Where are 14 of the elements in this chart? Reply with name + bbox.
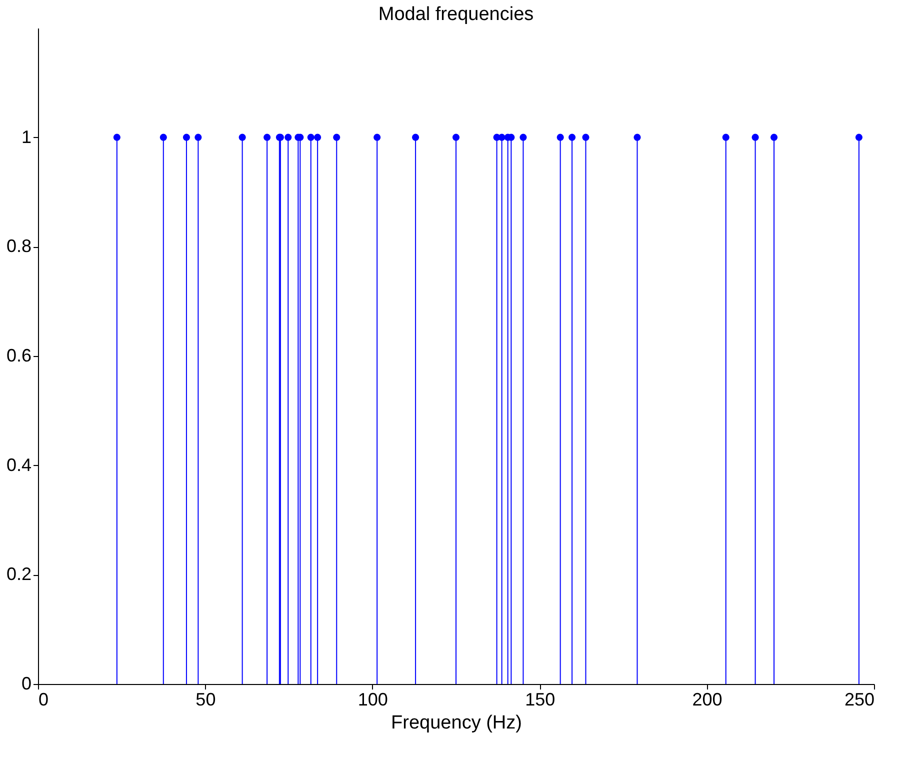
x-tick-label: 150 bbox=[525, 690, 556, 710]
y-tick-label: 0.8 bbox=[6, 236, 32, 256]
x-tick-label: 100 bbox=[358, 690, 388, 710]
x-tick-label: 0 bbox=[38, 690, 49, 710]
y-tick-label: 0.4 bbox=[6, 454, 32, 475]
x-axis-title: Frequency (Hz) bbox=[391, 712, 522, 734]
x-tick-label: 50 bbox=[196, 690, 216, 710]
x-tick-label: 200 bbox=[692, 690, 722, 710]
y-tick-label: 1 bbox=[21, 126, 32, 147]
chart-title: Modal frequencies bbox=[378, 4, 534, 25]
x-tick-label: 250 bbox=[844, 690, 874, 710]
y-tick-label: 0 bbox=[21, 674, 32, 694]
y-tick-label: 0.6 bbox=[6, 346, 32, 366]
y-tick-label: 0.2 bbox=[6, 564, 32, 584]
